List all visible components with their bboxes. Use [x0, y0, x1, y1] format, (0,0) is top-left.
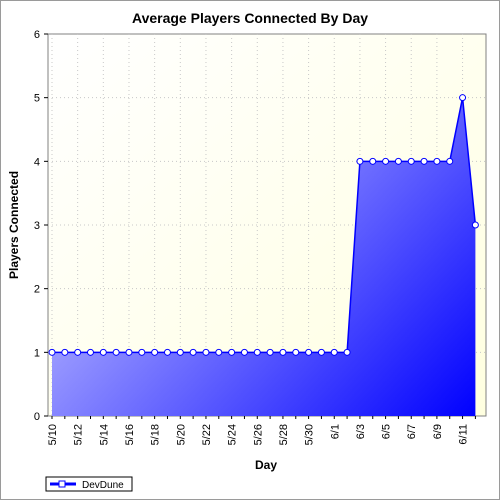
- y-tick-label: 0: [34, 411, 40, 423]
- data-point-6-9: [433, 157, 441, 165]
- data-point-6-7: [407, 157, 415, 165]
- data-point-5-29: [292, 348, 300, 356]
- data-point-5-30: [305, 348, 313, 356]
- data-point-6-11: [459, 94, 467, 102]
- data-point-5-24: [228, 348, 236, 356]
- data-point-5-11: [61, 348, 69, 356]
- x-tick-label: 6/5: [381, 424, 393, 439]
- x-tick-label: 5/26: [252, 424, 264, 445]
- data-point-5-27: [266, 348, 274, 356]
- data-point-5-25: [240, 348, 248, 356]
- x-tick-label: 5/20: [175, 424, 187, 445]
- data-point-5-10: [48, 348, 56, 356]
- data-point-5-14: [99, 348, 107, 356]
- data-point-6-6: [394, 157, 402, 165]
- legend-swatch-marker: [58, 480, 66, 488]
- data-point-5-15: [112, 348, 120, 356]
- x-tick-label: 5/14: [98, 424, 110, 445]
- x-tick-label: 5/12: [73, 424, 85, 445]
- data-point-5-22: [202, 348, 210, 356]
- x-tick-label: 5/22: [201, 424, 213, 445]
- data-point-5-12: [74, 348, 82, 356]
- x-tick-label: 6/7: [406, 424, 418, 439]
- x-tick-label: 5/16: [124, 424, 136, 445]
- data-point-5-18: [151, 348, 159, 356]
- y-axis-label: Players Connected: [7, 171, 21, 279]
- series-line-devdune: [52, 97, 477, 354]
- x-tick-label: 6/3: [355, 424, 367, 439]
- x-tick-label: 5/24: [227, 424, 239, 445]
- data-point-5-26: [253, 348, 261, 356]
- y-tick-label: 1: [34, 347, 40, 359]
- x-axis-label: Day: [255, 458, 277, 472]
- data-point-5-13: [86, 348, 94, 356]
- x-axis-ticks: 5/10 5/12 5/14 5/16 5/18 5/20 5/22 5/24 5/26 5/28…: [47, 416, 476, 445]
- data-point-5-21: [189, 348, 197, 356]
- data-point-5-17: [138, 348, 146, 356]
- data-point-6-5: [382, 157, 390, 165]
- y-axis-ticks: 0 1 2 3 4 5 6: [34, 29, 48, 423]
- data-point-5-20: [176, 348, 184, 356]
- x-tick-label: 5/10: [47, 424, 59, 445]
- x-tick-label: 6/1: [329, 424, 341, 439]
- data-point-6-2: [343, 348, 351, 356]
- legend-entry-devdune: DevDune: [82, 480, 124, 491]
- x-tick-label: 5/28: [278, 424, 290, 445]
- data-point-6-8: [420, 157, 428, 165]
- chart-title: Average Players Connected By Day: [132, 10, 368, 26]
- data-point-6-4: [369, 157, 377, 165]
- data-point-6-10: [446, 157, 454, 165]
- data-point-5-19: [163, 348, 171, 356]
- y-tick-label: 2: [34, 284, 40, 296]
- y-tick-label: 5: [34, 93, 40, 105]
- legend-box: [45, 476, 133, 492]
- data-point-6-3: [356, 157, 364, 165]
- data-point-5-23: [215, 348, 223, 356]
- data-point-5-31: [317, 348, 325, 356]
- data-point-5-16: [125, 348, 133, 356]
- x-tick-label: 5/30: [304, 424, 316, 445]
- series-area-devdune: [52, 97, 476, 417]
- x-tick-label: 6/11: [458, 424, 470, 445]
- data-point-6-1: [330, 348, 338, 356]
- data-point-6-12: [471, 221, 479, 229]
- y-tick-label: 3: [34, 220, 40, 232]
- y-tick-label: 6: [34, 29, 40, 41]
- x-tick-label: 6/9: [432, 424, 444, 439]
- series-points: [48, 94, 479, 356]
- legend: DevDune: [45, 476, 133, 492]
- x-tick-label: 5/18: [150, 424, 162, 445]
- y-tick-label: 4: [34, 156, 40, 168]
- data-point-5-28: [279, 348, 287, 356]
